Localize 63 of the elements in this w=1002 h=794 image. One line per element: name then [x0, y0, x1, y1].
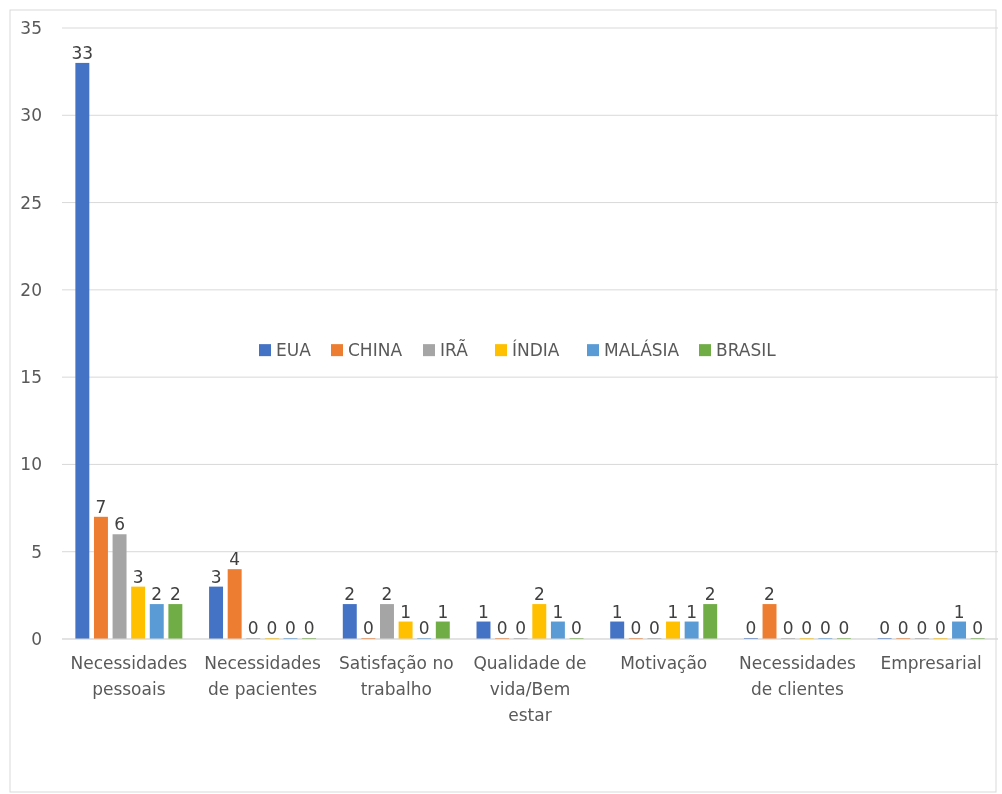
data-label: 0 — [649, 618, 660, 638]
data-label: 0 — [745, 618, 757, 638]
data-label: 0 — [935, 618, 946, 638]
data-label: 0 — [515, 618, 527, 638]
x-tick-label: Qualidade de vida/Bem estar — [473, 653, 587, 725]
data-label: 0 — [571, 618, 582, 638]
data-label: 1 — [478, 601, 489, 622]
data-label: 0 — [303, 618, 315, 638]
data-label: 1 — [400, 601, 411, 622]
legend-label: ÍNDIA — [512, 339, 560, 361]
data-label: 0 — [630, 618, 642, 638]
legend-label: IRÃ — [440, 339, 469, 361]
x-tick-label: Satisfação no trabalho — [338, 653, 454, 699]
data-label: 0 — [838, 618, 850, 638]
y-tick-label: 10 — [20, 454, 42, 475]
data-label: 33 — [71, 42, 94, 63]
data-label: 2 — [704, 584, 716, 605]
y-tick-label: 25 — [20, 192, 42, 213]
legend-label: BRASIL — [716, 340, 777, 361]
data-label: 0 — [418, 618, 430, 638]
data-label: 0 — [819, 618, 831, 638]
data-label: 1 — [611, 601, 623, 622]
data-label: 0 — [897, 618, 909, 638]
y-tick-label: 15 — [20, 367, 42, 388]
data-label: 1 — [686, 601, 698, 622]
data-label: 2 — [764, 584, 775, 605]
data-label: 0 — [916, 618, 928, 638]
data-label: 6 — [114, 514, 125, 535]
data-label: 3 — [210, 566, 222, 587]
x-tick-label: Necessidades de clientes — [739, 653, 856, 699]
data-label: 0 — [362, 618, 374, 638]
y-tick-label: 35 — [20, 17, 42, 38]
data-label: 7 — [95, 496, 107, 517]
legend-label: CHINA — [348, 340, 403, 361]
y-tick-label: 5 — [31, 541, 42, 562]
legend-label: MALÁSIA — [604, 339, 680, 361]
data-label: 0 — [782, 618, 794, 638]
x-tick-label: Empresarial — [880, 653, 982, 673]
data-label: 2 — [344, 584, 356, 605]
legend-label: EUA — [276, 340, 312, 361]
y-tick-label: 20 — [20, 279, 42, 300]
data-label: 0 — [879, 618, 891, 638]
data-label: 3 — [132, 566, 144, 587]
x-tick-label: Motivação — [620, 653, 708, 673]
data-label: 2 — [533, 584, 545, 605]
y-tick-label: 0 — [31, 628, 42, 649]
x-tick-label: Necessidades pessoais — [70, 653, 188, 699]
data-label: 1 — [667, 601, 679, 622]
data-label: 0 — [247, 618, 259, 638]
data-label: 2 — [381, 584, 393, 605]
data-label: 1 — [552, 601, 564, 622]
data-label: 1 — [953, 601, 965, 622]
y-tick-label: 30 — [20, 105, 42, 126]
data-label: 0 — [972, 618, 984, 638]
data-label: 2 — [151, 584, 163, 605]
data-label: 0 — [801, 618, 813, 638]
data-label: 1 — [437, 601, 449, 622]
data-label: 0 — [285, 618, 296, 638]
data-label: 4 — [229, 549, 241, 570]
data-label: 2 — [169, 584, 181, 605]
data-label: 0 — [496, 618, 508, 638]
data-label: 0 — [266, 618, 278, 638]
x-tick-label: Necessidades de pacientes — [204, 653, 322, 699]
